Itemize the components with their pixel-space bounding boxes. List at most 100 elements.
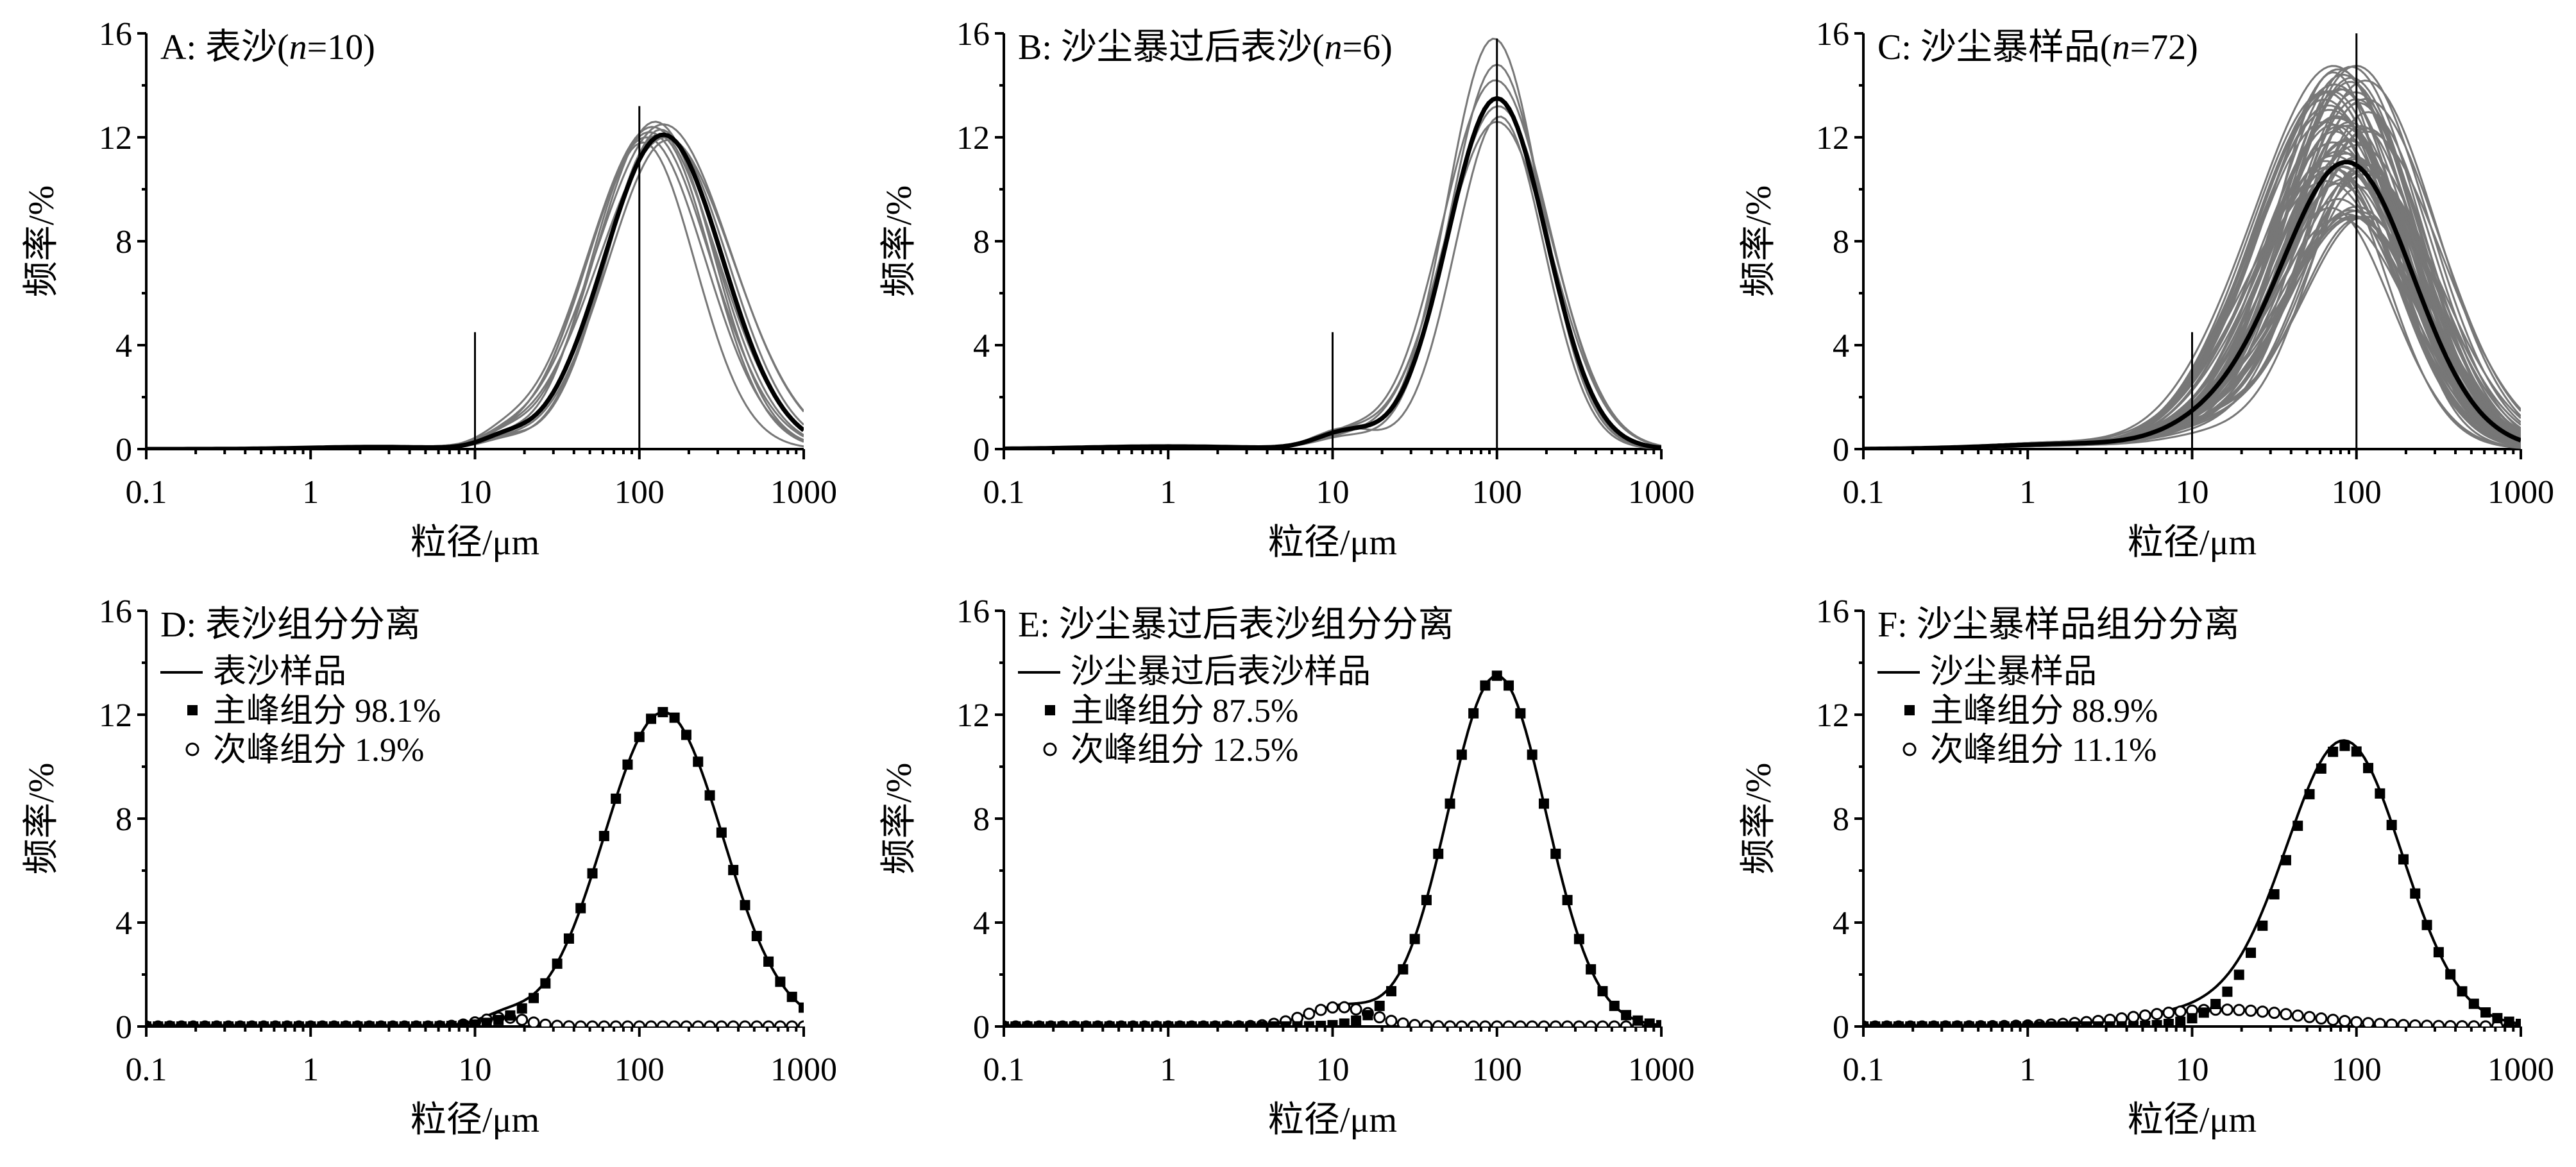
main-component-point xyxy=(1327,1019,1338,1026)
main-component-point xyxy=(1257,1021,1267,1026)
panel-title-suffix: =10) xyxy=(307,28,375,67)
main-component-point xyxy=(775,976,786,987)
legend-main-label: 主峰组分 88.9% xyxy=(1930,693,2158,729)
panel-title: A: 表沙(n=10) xyxy=(160,28,375,67)
main-component-point xyxy=(1538,798,1549,809)
x-tick-label: 1 xyxy=(2019,474,2036,511)
x-tick-label: 10 xyxy=(459,1052,492,1088)
main-component-point xyxy=(1656,1019,1661,1026)
main-component-point xyxy=(1632,1015,1643,1026)
main-component-point xyxy=(2163,1018,2174,1026)
main-component-point xyxy=(1046,1021,1056,1026)
main-component-point xyxy=(1280,1021,1291,1026)
minor-component-point xyxy=(727,1020,740,1026)
panel-title-n: n xyxy=(2112,28,2130,67)
x-axis-label: 粒径/μm xyxy=(1268,1100,1397,1140)
main-component-point xyxy=(1527,749,1538,760)
main-component-point xyxy=(2516,1018,2521,1026)
main-component-point xyxy=(552,958,563,969)
main-component-point xyxy=(1999,1021,2010,1026)
minor-component-point xyxy=(2385,1018,2398,1026)
main-component-point xyxy=(669,712,680,723)
y-tick-label: 8 xyxy=(973,801,990,838)
main-component-point xyxy=(434,1021,445,1026)
minor-component-point xyxy=(715,1020,728,1026)
minor-component-point xyxy=(2362,1017,2375,1026)
main-component-point xyxy=(1893,1021,1904,1026)
main-component-point xyxy=(188,1021,199,1026)
main-component-point xyxy=(2269,889,2280,899)
minor-component-point xyxy=(2244,1004,2257,1017)
minor-component-point xyxy=(1573,1020,1586,1026)
main-component-point xyxy=(575,903,586,914)
main-component-point xyxy=(2246,948,2257,958)
x-tick-label: 100 xyxy=(1472,1052,1522,1088)
main-component-point xyxy=(1870,1021,1881,1026)
main-component-point xyxy=(2046,1021,2056,1026)
y-tick-label: 0 xyxy=(115,432,132,468)
main-component-point xyxy=(1480,680,1491,691)
y-tick-label: 0 xyxy=(973,432,990,468)
main-component-point xyxy=(458,1020,469,1026)
main-component-point xyxy=(1409,933,1420,944)
legend-minor-label: 次峰组分 1.9% xyxy=(213,732,424,769)
y-tick-label: 0 xyxy=(973,1009,990,1046)
main-component-point xyxy=(2022,1021,2033,1026)
main-component-point xyxy=(2210,998,2221,1009)
main-component-point xyxy=(2010,1021,2021,1026)
minor-component-point xyxy=(1514,1020,1527,1026)
main-component-point xyxy=(1597,985,1608,996)
minor-component-point xyxy=(574,1020,587,1026)
panel-title-suffix: =72) xyxy=(2130,28,2198,67)
main-component-point xyxy=(1445,798,1455,809)
main-component-point xyxy=(2280,855,2291,865)
y-axis-label: 频率/% xyxy=(1739,763,1779,874)
minor-component-point xyxy=(2256,1005,2269,1018)
legend-minor-marker xyxy=(1043,742,1057,756)
main-component-point xyxy=(2504,1016,2514,1026)
main-component-point xyxy=(1104,1021,1115,1026)
main-component-point xyxy=(1905,1021,1916,1026)
main-component-point xyxy=(799,1002,804,1013)
component-plot xyxy=(1004,670,1661,1026)
main-component-point xyxy=(153,1021,164,1026)
main-component-point xyxy=(2140,1020,2151,1026)
main-component-point xyxy=(646,713,657,724)
main-component-point xyxy=(1033,1021,1044,1026)
main-component-point xyxy=(2081,1021,2092,1026)
y-tick-label: 16 xyxy=(1816,16,1849,53)
main-component-point xyxy=(681,729,691,740)
y-tick-label: 4 xyxy=(973,328,990,364)
y-axis-label: 频率/% xyxy=(22,185,62,297)
minor-component-point xyxy=(1526,1020,1539,1026)
main-component-point xyxy=(305,1021,316,1026)
x-tick-label: 0.1 xyxy=(1843,474,1885,511)
minor-component-point xyxy=(1326,1001,1339,1014)
minor-component-point xyxy=(586,1020,599,1026)
main-component-point xyxy=(1644,1018,1655,1026)
main-component-point xyxy=(1151,1021,1162,1026)
main-component-point xyxy=(1198,1021,1209,1026)
main-component-point xyxy=(1303,1021,1314,1026)
x-tick-label: 100 xyxy=(2332,1052,2382,1088)
x-tick-label: 100 xyxy=(2332,474,2382,511)
minor-component-point xyxy=(527,1016,540,1026)
main-component-point xyxy=(176,1021,187,1026)
main-component-point xyxy=(2116,1021,2127,1026)
x-tick-label: 1000 xyxy=(770,1052,837,1088)
minor-component-point xyxy=(2233,1003,2246,1016)
main-component-point xyxy=(1562,894,1573,905)
main-component-point xyxy=(164,1021,175,1026)
minor-component-point xyxy=(1385,1014,1398,1026)
y-tick-label: 16 xyxy=(1816,593,1849,630)
legend-minor-label: 次峰组分 12.5% xyxy=(1071,732,1298,769)
minor-component-point xyxy=(1432,1020,1445,1026)
minor-component-point xyxy=(1467,1020,1480,1026)
x-tick-label: 0.1 xyxy=(1843,1052,1885,1088)
main-component-point xyxy=(1362,1010,1373,1021)
main-component-point xyxy=(493,1014,504,1025)
panel-title: C: 沙尘暴样品(n=72) xyxy=(1877,28,2198,67)
main-component-point xyxy=(2398,854,2409,865)
main-component-point xyxy=(258,1021,269,1026)
